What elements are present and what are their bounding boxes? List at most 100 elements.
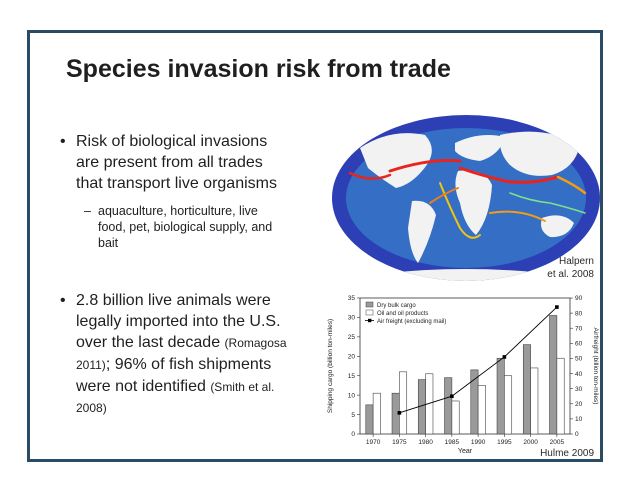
bullet-2-line-4-text: ; 96% of fish shipments — [105, 356, 272, 373]
bullet-2-line-3: over the last decade (Romagosa — [76, 332, 287, 354]
route-transpacific — [348, 171, 392, 180]
route-east-asia — [556, 175, 587, 195]
bullet-1-line-1: Risk of biological invasions — [76, 133, 268, 150]
y2-tick-label: 40 — [575, 371, 583, 378]
land-south-america — [408, 200, 436, 263]
y2-tick-label: 90 — [575, 295, 583, 302]
shipping-routes-map — [332, 115, 600, 281]
route-secondary — [509, 192, 586, 214]
bar-oil-1995 — [504, 375, 513, 435]
y2-tick-label: 80 — [575, 310, 583, 317]
legend-swatch-0 — [365, 301, 374, 308]
x-tick-label: 1985 — [445, 439, 460, 446]
slide-title: Species invasion risk from trade — [66, 55, 451, 83]
land-africa — [455, 170, 492, 235]
air-freight-point-1995 — [502, 355, 507, 359]
bullet-dot: • — [60, 133, 66, 150]
bar-oil-1990 — [477, 385, 486, 435]
y-tick-label: 20 — [348, 353, 356, 360]
bullet-2-line-5: were not identified (Smith et al. — [76, 376, 287, 398]
citation-smith: (Smith et al. — [210, 380, 275, 394]
y2-tick-label: 50 — [575, 356, 583, 363]
map-credit: Halpern et al. 2008 — [547, 255, 594, 281]
bar-oil-1975 — [399, 371, 408, 435]
sub-line-1: aquaculture, horticulture, live — [98, 204, 258, 218]
bullet-2-line-2: legally imported into the U.S. — [76, 313, 281, 330]
y2-tick-label: 30 — [575, 386, 583, 393]
x-tick-label: 1970 — [366, 439, 381, 446]
air-freight-point-2005 — [555, 305, 559, 309]
citation-smith-year: 2008) — [76, 401, 107, 415]
sub-bullet-dash: – — [84, 204, 91, 218]
sub-line-3: bait — [98, 236, 119, 250]
bullet-1-line-3: that transport live organisms — [76, 175, 277, 192]
bullet-dot: • — [60, 292, 66, 309]
x-tick-label: 2005 — [550, 439, 565, 446]
y2-tick-label: 10 — [575, 416, 583, 423]
x-tick-label: 1990 — [471, 439, 486, 446]
y2-tick-label: 0 — [575, 431, 579, 438]
bar-oil-1985 — [451, 400, 460, 435]
land-north-america — [360, 133, 432, 188]
land-australia — [541, 215, 574, 238]
route-south-atlantic — [439, 182, 481, 239]
x-tick-label: 1975 — [392, 439, 407, 446]
air-freight-point-1985 — [450, 394, 454, 399]
bar-oil-2005 — [556, 357, 565, 435]
y-axis-label: Shipping cargo (billion ton-miles) — [327, 319, 334, 413]
bullet-2-line-3-text: over the last decade — [76, 334, 225, 351]
route-north-atlantic — [388, 158, 462, 173]
slide-frame: Species invasion risk from trade • Risk … — [27, 30, 603, 462]
y-tick-label: 35 — [348, 295, 356, 302]
cargo-chart: 0 5 10 15 20 25 30 35 0 10 20 30 40 50 60 70 80 90 1970 197… — [327, 295, 599, 455]
legend-label-0: Dry bulk cargo — [377, 303, 416, 309]
bar-dry-bulk-1995 — [496, 357, 505, 435]
y-tick-label: 25 — [348, 334, 356, 341]
x-tick-label: 1995 — [497, 439, 512, 446]
bar-dry-bulk-1985 — [444, 377, 453, 435]
y2-tick-label: 20 — [575, 401, 583, 408]
sub-line-2: food, pet, biological supply, and — [98, 220, 273, 234]
route-indian-ocean — [489, 210, 546, 222]
legend-swatch-marker — [368, 318, 372, 323]
y2-axis-label: Airfreight (billion ton-miles) — [592, 328, 599, 405]
bullet-1: • Risk of biological invasions are prese… — [60, 131, 277, 194]
x-tick-label: 1980 — [418, 439, 433, 446]
bullet-2-line-5-text: were not identified — [76, 378, 211, 395]
bullet-2: • 2.8 billion live animals were legally … — [60, 290, 287, 419]
bar-dry-bulk-2000 — [522, 344, 531, 435]
bar-oil-2000 — [530, 367, 539, 435]
citation-romagosa-year: 2011) — [76, 358, 106, 372]
route-suez-asia — [458, 166, 560, 184]
legend-label-2: Air freight (excluding mail) — [377, 319, 446, 325]
air-freight-point-1975 — [397, 411, 402, 415]
citation-romagosa: (Romagosa — [224, 336, 287, 350]
y-tick-label: 5 — [351, 412, 355, 419]
bullet-2-line-1: 2.8 billion live animals were — [76, 292, 271, 309]
bar-dry-bulk-1970 — [365, 404, 374, 435]
legend-label-1: Oil and oil products — [377, 311, 428, 317]
bar-oil-1970 — [372, 392, 381, 435]
bar-dry-bulk-2005 — [549, 315, 558, 435]
x-axis-label: Year — [458, 448, 473, 455]
x-tick-label: 2000 — [523, 439, 538, 446]
land-europe — [455, 135, 505, 161]
y2-tick-label: 60 — [575, 341, 583, 348]
y-tick-label: 10 — [348, 392, 356, 399]
bar-oil-1980 — [425, 373, 434, 435]
bullet-2-line-4: 2011); 96% of fish shipments — [76, 354, 287, 376]
bullet-1-line-2: are present from all trades — [76, 154, 263, 171]
land-asia — [499, 131, 580, 176]
air-freight-line — [399, 306, 558, 414]
y-tick-label: 0 — [351, 431, 355, 438]
y2-tick-label: 70 — [575, 325, 583, 332]
legend-swatch-1 — [365, 309, 374, 316]
land-antarctica — [370, 269, 562, 281]
y-tick-label: 30 — [348, 315, 356, 322]
map-credit-line-2: et al. 2008 — [547, 269, 594, 280]
y-tick-label: 15 — [348, 373, 356, 380]
sub-bullet-1: – aquaculture, horticulture, live food, … — [84, 203, 273, 251]
route-caribbean — [429, 187, 459, 204]
chart-credit: Hulme 2009 — [540, 448, 594, 459]
map-credit-line-1: Halpern — [558, 256, 594, 267]
